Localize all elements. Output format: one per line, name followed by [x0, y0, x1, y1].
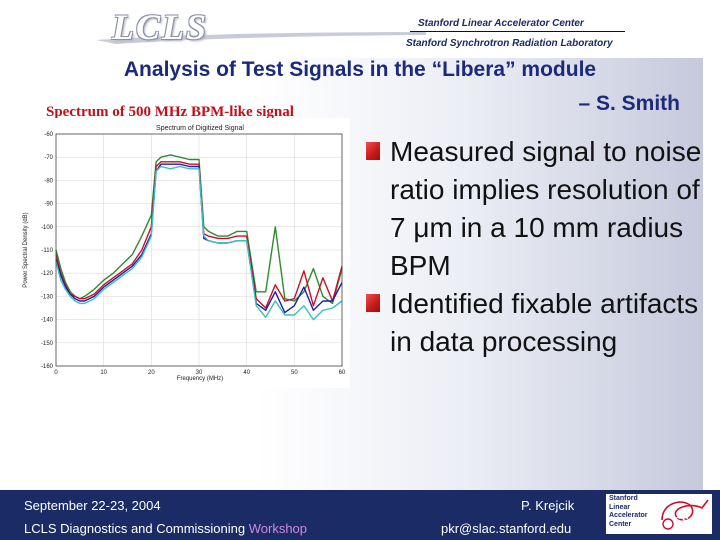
bullet-item: Measured signal to noise ratio implies r…: [366, 133, 706, 285]
chart-inner-title: Spectrum of Digitized Signal: [156, 125, 244, 132]
chart-x-tick-label: 60: [339, 370, 346, 376]
slac-logo-text: Stanford Linear Accelerator Center: [609, 495, 648, 529]
footer-conference-workshop: Workshop: [248, 521, 308, 536]
slac-logo: Stanford Linear Accelerator Center: [606, 494, 712, 534]
chart-y-tick-label: -140: [41, 318, 54, 324]
chart-x-label: Frequency (MHz): [177, 376, 223, 382]
slide-author: – S. Smith: [578, 92, 680, 115]
footer-date: September 22-23, 2004: [24, 498, 161, 513]
ssrl-ring-icon: [661, 499, 709, 530]
chart-y-tick-label: -110: [41, 248, 53, 254]
ssrl-label: SSRL: [674, 516, 705, 527]
bullet-list: Measured signal to noise ratio implies r…: [366, 133, 706, 361]
header-swoosh: [96, 32, 426, 44]
chart-y-label: Power Spectral Density (dB): [23, 212, 29, 287]
chart-series-line: [55, 163, 343, 314]
chart-y-tick-label: -90: [44, 202, 53, 208]
chart-series-line: [55, 161, 343, 309]
chart-series-line: [55, 165, 343, 321]
footer-email: pkr@slac.stanford.edu: [441, 521, 572, 536]
slac-logo-line: Center: [609, 520, 632, 528]
bullet-text: Measured signal to noise ratio implies r…: [390, 136, 702, 281]
footer-conference-name: LCLS Diagnostics and Commissioning: [24, 521, 249, 536]
slide-title: Analysis of Test Signals in the “Libera”…: [123, 58, 597, 81]
spectrum-chart: Spectrum of Digitized Signal Frequency (…: [20, 118, 350, 388]
chart-y-tick-label: -160: [41, 364, 54, 370]
chart-x-tick-label: 30: [196, 370, 203, 376]
chart-x-tick-label: 0: [54, 370, 58, 376]
header: LCLS Stanford Linear Accelerator Center …: [0, 0, 720, 58]
footer: September 22-23, 2004 LCLS Diagnostics a…: [0, 490, 720, 540]
slac-logo-line: Stanford: [609, 495, 638, 502]
header-line-2: Stanford Synchrotron Radiation Laborator…: [406, 38, 613, 49]
chart-x-tick-label: 40: [243, 370, 250, 376]
chart-heading: Spectrum of 500 MHz BPM-like signal: [46, 104, 294, 120]
chart-x-tick-label: 20: [148, 370, 155, 376]
chart-y-tick-label: -80: [44, 178, 53, 184]
bullet-text: Identified fixable artifacts in data pro…: [390, 288, 699, 357]
chart-y-tick-label: -70: [44, 155, 53, 161]
chart-y-tick-label: -60: [44, 132, 53, 138]
footer-conference: LCLS Diagnostics and Commissioning Works…: [24, 521, 307, 536]
header-line-1: Stanford Linear Accelerator Center: [418, 18, 584, 29]
chart-y-tick-label: -120: [41, 271, 54, 277]
slac-logo-line: Accelerator: [609, 512, 648, 519]
slac-logo-line: Linear: [609, 503, 631, 511]
chart-x-tick-label: 10: [100, 370, 107, 376]
chart-series-line: [55, 154, 343, 305]
chart-x-tick-label: 50: [291, 370, 298, 376]
bullet-marker: [366, 294, 380, 312]
header-divider: [410, 31, 625, 32]
chart-y-tick-label: -100: [41, 225, 54, 231]
chart-y-tick-label: -130: [41, 294, 54, 300]
lcls-logo: LCLS: [112, 7, 209, 47]
bullet-item: Identified fixable artifacts in data pro…: [366, 285, 706, 361]
footer-presenter: P. Krejcik: [521, 498, 575, 513]
bullet-marker: [366, 142, 380, 160]
chart-frame: [55, 133, 343, 367]
chart-y-tick-label: -150: [41, 341, 54, 347]
